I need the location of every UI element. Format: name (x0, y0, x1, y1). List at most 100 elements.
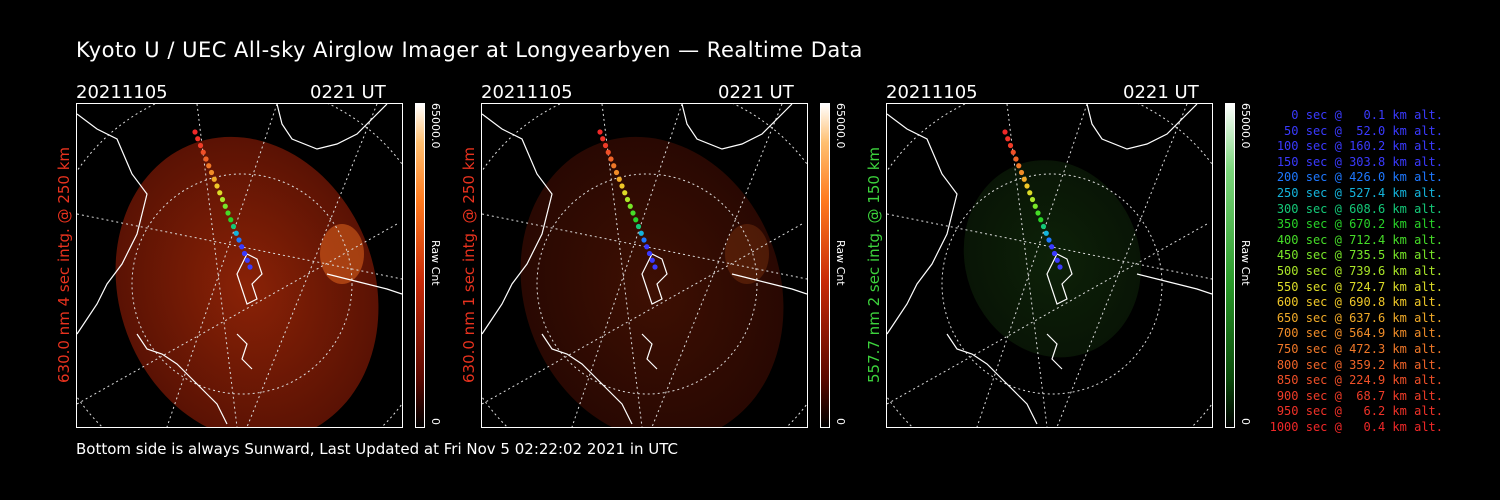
sky-disc (520, 136, 784, 427)
panel-2-ylabel: 630.0 nm 1 sec intg. @ 250 km (460, 146, 478, 384)
sky-disc (963, 160, 1141, 358)
panel-1-image (76, 103, 403, 428)
track-point (228, 217, 234, 223)
track-point (635, 223, 642, 230)
legend-row: 450 sec @ 735.5 km alt. (1269, 248, 1443, 263)
page-title: Kyoto U / UEC All-sky Airglow Imager at … (76, 38, 863, 62)
track-point (619, 183, 625, 189)
track-point (241, 250, 248, 257)
sky-map (887, 104, 1212, 427)
panel-1-colorbar-min: 0 (429, 418, 442, 425)
track-point (1010, 149, 1016, 155)
track-point (1054, 257, 1060, 263)
panel-2-colorbar-unit: Raw Cnt (834, 240, 847, 286)
track-point (1038, 217, 1044, 223)
legend-row: 900 sec @ 68.7 km alt. (1269, 388, 1443, 403)
track-point (1032, 203, 1038, 209)
legend-row: 50 sec @ 52.0 km alt. (1269, 123, 1443, 138)
panel-3-ylabel: 557.7 nm 2 sec intg. @ 150 km (865, 146, 883, 384)
track-point (649, 257, 655, 263)
legend-row: 350 sec @ 670.2 km alt. (1269, 217, 1443, 232)
track-point (1051, 250, 1058, 257)
track-point (1049, 244, 1055, 250)
panel-2-colorbar-max: 65000.0 (834, 103, 847, 149)
panel-3-colorbar-max: 65000.0 (1239, 103, 1252, 149)
legend-row: 800 sec @ 359.2 km alt. (1269, 357, 1443, 372)
track-point (1016, 163, 1022, 169)
track-point (211, 176, 217, 182)
track-point (233, 230, 239, 236)
track-point (652, 264, 658, 270)
legend-row: 1000 sec @ 0.4 km alt. (1269, 419, 1443, 434)
track-point (214, 183, 220, 189)
legend-row: 100 sec @ 160.2 km alt. (1269, 139, 1443, 154)
track-point (1002, 129, 1008, 135)
track-point (1013, 156, 1019, 162)
panel-1-colorbar-unit: Raw Cnt (429, 240, 442, 286)
track-point (219, 196, 226, 203)
track-point (1021, 176, 1027, 182)
panel-3-image (886, 103, 1213, 428)
track-point (1024, 183, 1030, 189)
panel-2-image (481, 103, 808, 428)
track-point (602, 142, 609, 149)
panel-1-date: 20211105 (76, 82, 168, 103)
track-point (244, 257, 250, 263)
track-point (206, 163, 212, 169)
track-point (624, 196, 631, 203)
track-point (597, 129, 603, 135)
track-point (1029, 196, 1036, 203)
legend-row: 850 sec @ 224.9 km alt. (1269, 373, 1443, 388)
track-point (616, 176, 622, 182)
track-point (627, 203, 633, 209)
track-point (646, 250, 653, 257)
track-point (638, 230, 644, 236)
track-point (197, 142, 204, 149)
track-point (1027, 190, 1033, 196)
legend-row: 550 sec @ 724.7 km alt. (1269, 279, 1443, 294)
track-point (217, 190, 223, 196)
time-altitude-legend: 0 sec @ 0.1 km alt. 50 sec @ 52.0 km alt… (1262, 108, 1443, 435)
track-point (1040, 223, 1047, 230)
track-point (225, 210, 231, 216)
track-point (192, 129, 198, 135)
panel-1-time: 0221 UT (310, 82, 386, 103)
track-point (222, 203, 228, 209)
legend-row: 650 sec @ 637.6 km alt. (1269, 310, 1443, 325)
legend-row: 300 sec @ 608.6 km alt. (1269, 201, 1443, 216)
track-point (1005, 136, 1011, 142)
track-point (644, 244, 650, 250)
track-point (633, 217, 639, 223)
track-point (611, 163, 617, 169)
panel-1-colorbar (415, 103, 425, 428)
legend-row: 0 sec @ 0.1 km alt. (1269, 108, 1443, 122)
track-point (195, 136, 201, 142)
sky-map (482, 104, 807, 427)
legend-row: 750 sec @ 472.3 km alt. (1269, 341, 1443, 356)
panel-3-colorbar-min: 0 (1239, 418, 1252, 425)
panel-1-ylabel: 630.0 nm 4 sec intg. @ 250 km (55, 146, 73, 384)
track-point (247, 264, 253, 270)
legend-row: 600 sec @ 690.8 km alt. (1269, 295, 1443, 310)
legend-row: 500 sec @ 739.6 km alt. (1269, 263, 1443, 278)
panel-3-time: 0221 UT (1123, 82, 1199, 103)
panel-3-colorbar (1225, 103, 1235, 428)
track-point (230, 223, 237, 230)
track-point (1007, 142, 1014, 149)
track-point (608, 156, 614, 162)
panel-2-colorbar (820, 103, 830, 428)
track-point (200, 149, 206, 155)
track-point (236, 237, 242, 243)
legend-row: 250 sec @ 527.4 km alt. (1269, 185, 1443, 200)
panel-2-date: 20211105 (481, 82, 573, 103)
aurora-patch (320, 224, 364, 284)
track-point (1035, 210, 1041, 216)
track-point (600, 136, 606, 142)
track-point (605, 149, 611, 155)
legend-row: 200 sec @ 426.0 km alt. (1269, 170, 1443, 185)
track-point (239, 244, 245, 250)
sky-map (77, 104, 402, 427)
panel-1-colorbar-max: 65000.0 (429, 103, 442, 149)
legend-row: 400 sec @ 712.4 km alt. (1269, 232, 1443, 247)
track-point (613, 169, 620, 176)
